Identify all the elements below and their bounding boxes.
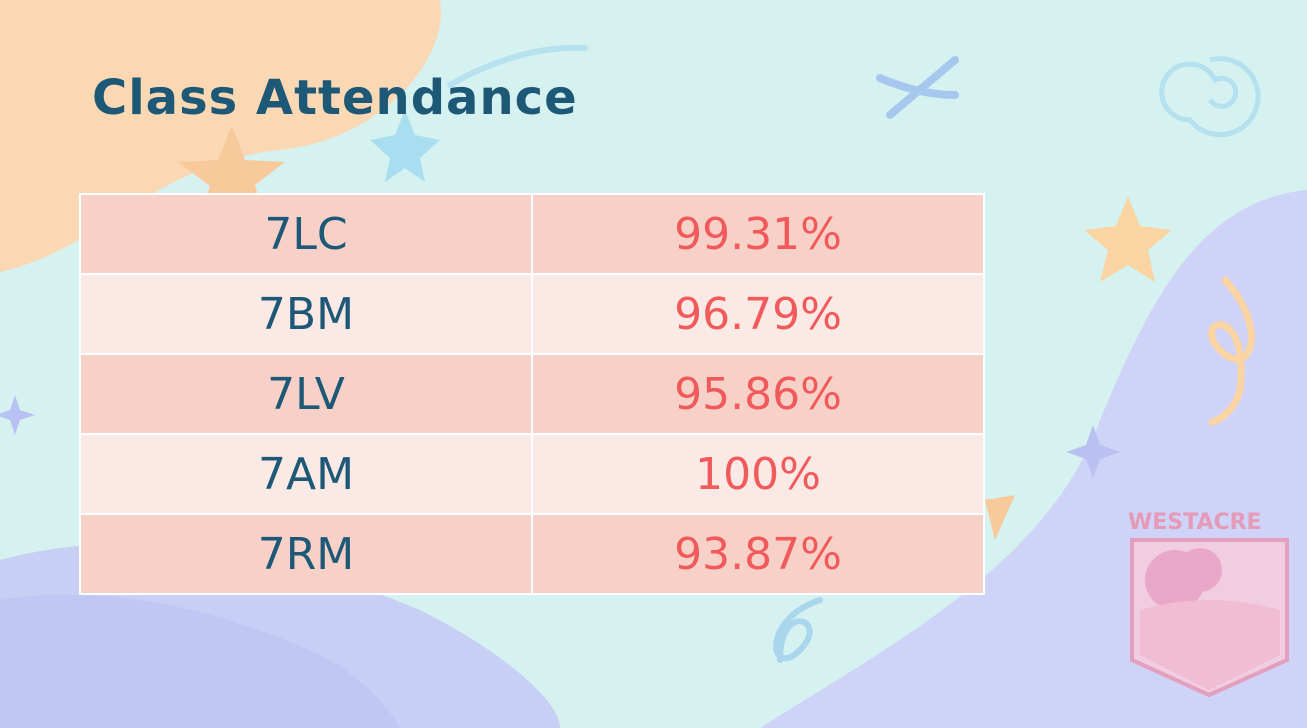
attendance-value: 93.87%: [531, 513, 985, 595]
attendance-value: 95.86%: [531, 353, 985, 435]
attendance-value: 96.79%: [531, 273, 985, 355]
table-row: 7LV 95.86%: [79, 353, 985, 435]
table-row: 7LC 99.31%: [79, 193, 985, 275]
class-name: 7BM: [79, 273, 533, 355]
class-name: 7LC: [79, 193, 533, 275]
attendance-value: 100%: [531, 433, 985, 515]
table-row: 7RM 93.87%: [79, 513, 985, 595]
class-name: 7LV: [79, 353, 533, 435]
attendance-value: 99.31%: [531, 193, 985, 275]
table-row: 7BM 96.79%: [79, 273, 985, 355]
table-row: 7AM 100%: [79, 433, 985, 515]
attendance-table: 7LC 99.31% 7BM 96.79% 7LV 95.86% 7AM 100% 7RM 93.…: [79, 193, 985, 595]
class-name: 7AM: [79, 433, 533, 515]
logo-text: WESTACRE: [1128, 510, 1262, 535]
class-name: 7RM: [79, 513, 533, 595]
slide-title: Class Attendance: [92, 70, 578, 126]
